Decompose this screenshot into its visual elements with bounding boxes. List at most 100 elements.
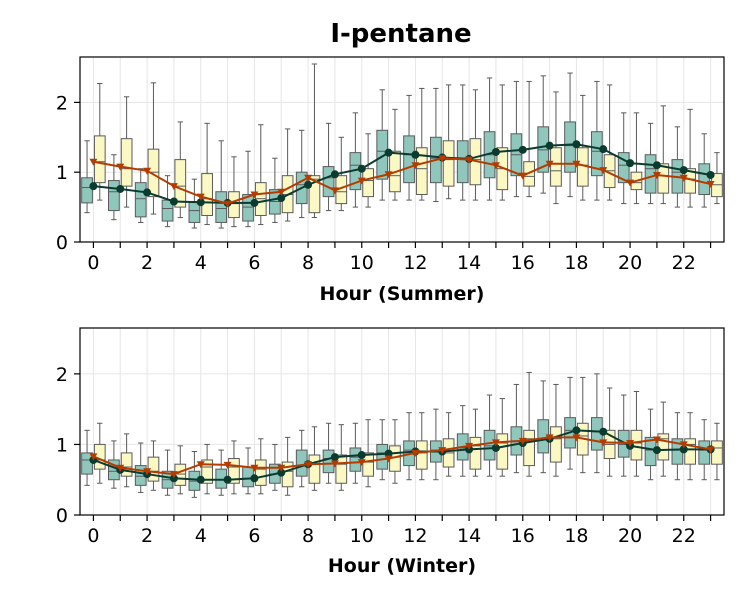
trend-point bbox=[357, 451, 366, 460]
box bbox=[617, 152, 630, 184]
x-tick-label: 2 bbox=[141, 252, 153, 274]
trend-point bbox=[277, 194, 286, 203]
x-tick-label: 8 bbox=[302, 525, 314, 547]
box bbox=[174, 463, 187, 486]
trend-point bbox=[250, 474, 259, 483]
box bbox=[108, 180, 120, 212]
trend-point bbox=[196, 475, 205, 484]
box bbox=[362, 168, 374, 198]
trend-point bbox=[384, 455, 393, 463]
trend-point bbox=[116, 184, 125, 193]
x-tick-label: 16 bbox=[511, 525, 535, 547]
y-tick-label: 0 bbox=[56, 232, 68, 254]
box bbox=[228, 458, 240, 484]
trend-point bbox=[89, 182, 98, 191]
x-tick-label: 16 bbox=[511, 252, 535, 274]
box bbox=[657, 163, 670, 194]
box bbox=[698, 440, 711, 465]
x-tick-label: 18 bbox=[564, 252, 588, 274]
box bbox=[242, 194, 254, 222]
trend-point bbox=[277, 464, 286, 472]
trend-point bbox=[169, 471, 178, 479]
chart-title: I-pentane bbox=[330, 19, 471, 49]
x-tick-label: 10 bbox=[350, 525, 374, 547]
box bbox=[81, 452, 93, 475]
trend-point bbox=[626, 179, 635, 187]
trend-point bbox=[116, 464, 125, 472]
trend-point bbox=[250, 464, 259, 472]
median-trend-line bbox=[93, 436, 711, 476]
trend-point bbox=[143, 167, 152, 175]
trend-point bbox=[143, 468, 152, 476]
box bbox=[415, 440, 428, 470]
trend-point bbox=[357, 164, 366, 173]
box bbox=[215, 191, 228, 223]
box bbox=[335, 454, 348, 484]
box bbox=[362, 452, 374, 477]
x-tick-label: 12 bbox=[403, 252, 427, 274]
trend-point bbox=[438, 155, 447, 163]
x-tick-label: 0 bbox=[87, 252, 99, 274]
y-tick-label: 1 bbox=[56, 162, 68, 184]
y-tick-label: 1 bbox=[56, 434, 68, 456]
x-tick-label: 10 bbox=[350, 252, 374, 274]
x-tick-label: 4 bbox=[195, 525, 207, 547]
trend-point bbox=[304, 180, 313, 189]
trend-point bbox=[491, 439, 500, 447]
y-tick-label: 2 bbox=[56, 92, 68, 114]
trend-point bbox=[599, 427, 608, 436]
y-tick-label: 2 bbox=[56, 364, 68, 386]
box bbox=[308, 454, 321, 484]
plot-frame bbox=[79, 327, 725, 516]
x-tick-label: 6 bbox=[248, 252, 260, 274]
trend-point bbox=[491, 147, 500, 156]
box bbox=[322, 166, 335, 198]
trend-point bbox=[357, 177, 366, 185]
box bbox=[523, 429, 535, 467]
trend-point bbox=[545, 141, 554, 150]
x-tick-label: 22 bbox=[672, 252, 696, 274]
trend-point bbox=[196, 198, 205, 207]
trend-point bbox=[330, 460, 339, 468]
y-tick-label: 0 bbox=[56, 505, 68, 527]
box bbox=[134, 182, 147, 218]
box bbox=[403, 135, 415, 184]
trend-point bbox=[706, 446, 715, 454]
trend-point bbox=[572, 426, 581, 435]
box bbox=[711, 440, 723, 465]
trend-point bbox=[706, 181, 715, 189]
trend-point bbox=[652, 436, 661, 444]
box bbox=[496, 433, 509, 470]
trend-point bbox=[518, 145, 527, 154]
trend-point bbox=[679, 441, 688, 449]
trend-point bbox=[357, 459, 366, 467]
median-trend-line bbox=[93, 157, 711, 205]
trend-point bbox=[116, 163, 125, 171]
box bbox=[469, 436, 482, 470]
x-tick-label: 12 bbox=[403, 525, 427, 547]
x-tick-label: 20 bbox=[618, 525, 642, 547]
trend-point bbox=[223, 461, 232, 469]
x-tick-label: 22 bbox=[672, 525, 696, 547]
trend-point bbox=[599, 167, 608, 175]
box bbox=[591, 131, 603, 177]
trend-point bbox=[330, 187, 339, 195]
x-tick-label: 4 bbox=[195, 252, 207, 274]
trend-point bbox=[250, 198, 259, 207]
box bbox=[254, 459, 267, 486]
trend-point bbox=[384, 148, 393, 157]
trend-point bbox=[545, 434, 554, 442]
x-tick-label: 14 bbox=[457, 252, 481, 274]
box bbox=[550, 426, 562, 463]
median-trend-line bbox=[93, 143, 711, 204]
trend-point bbox=[304, 461, 313, 469]
trend-point bbox=[169, 197, 178, 206]
trend-point bbox=[572, 140, 581, 149]
trend-point bbox=[196, 193, 205, 201]
box bbox=[120, 452, 133, 477]
trend-point bbox=[223, 200, 232, 208]
trend-point bbox=[411, 150, 420, 159]
trend-point bbox=[330, 453, 339, 462]
trend-point bbox=[384, 171, 393, 179]
